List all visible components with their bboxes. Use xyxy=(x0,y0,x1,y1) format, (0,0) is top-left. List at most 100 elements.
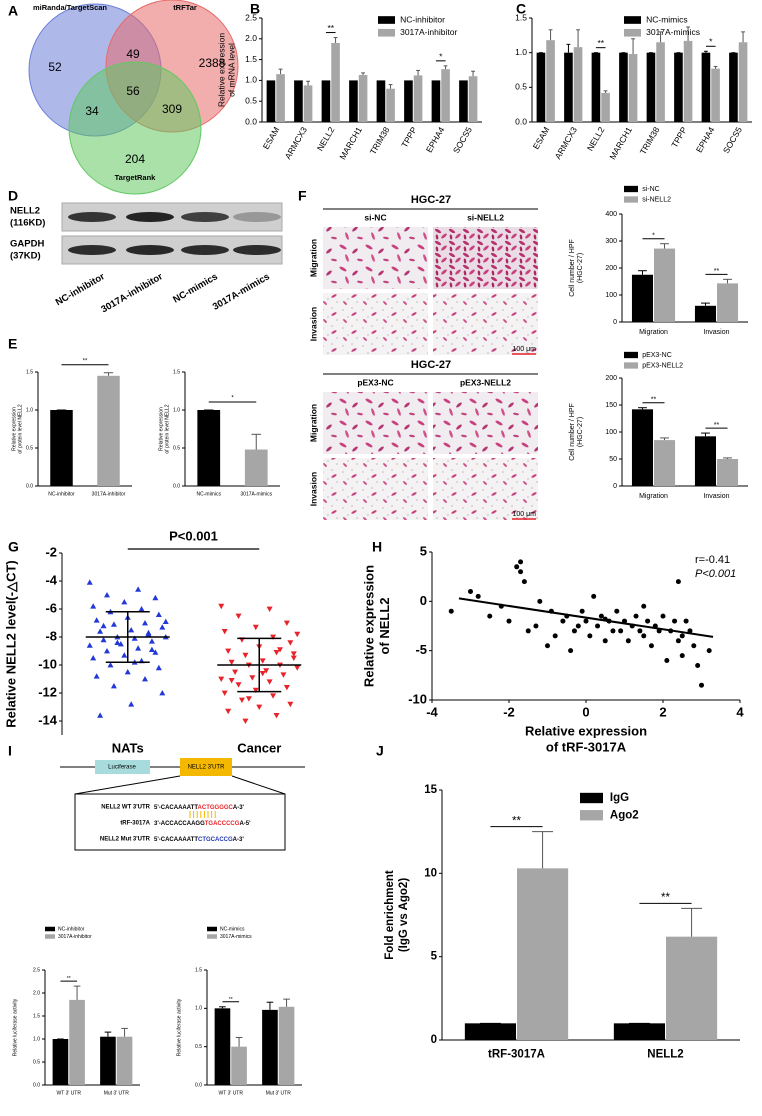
x-tick-label: NELL2 xyxy=(647,1049,683,1061)
bar xyxy=(694,305,716,322)
data-point xyxy=(86,579,93,585)
data-point xyxy=(552,633,558,639)
data-point xyxy=(263,668,270,674)
data-point xyxy=(114,639,121,645)
legend-swatch xyxy=(624,196,638,203)
data-point xyxy=(252,624,259,631)
x-tick-label: MARCH1 xyxy=(607,125,634,161)
data-point xyxy=(235,682,242,688)
bar xyxy=(331,42,340,122)
bar xyxy=(376,80,386,122)
data-point xyxy=(641,633,647,639)
sequence-name: NELL2 Mut 3'UTR xyxy=(100,837,151,843)
bar xyxy=(654,440,676,486)
data-point xyxy=(672,618,678,624)
data-point xyxy=(610,628,616,634)
micrograph xyxy=(433,293,538,355)
y-axis-label: Cell number / HPF xyxy=(569,239,576,297)
data-point xyxy=(290,651,297,657)
micrograph xyxy=(323,227,428,289)
x-tick-label: ARMCX3 xyxy=(553,125,580,161)
legend-swatch xyxy=(624,16,641,24)
data-point xyxy=(487,613,493,619)
bar xyxy=(738,42,748,123)
y-axis-label: Relative NELL2 level(-△CT) xyxy=(3,560,18,727)
y-tick-label: 0 xyxy=(431,1034,437,1046)
bar xyxy=(431,80,441,122)
legend-label: si-NELL2 xyxy=(642,196,671,203)
column-label: si-NC xyxy=(364,212,386,222)
y-tick-label: 0.5 xyxy=(33,1059,40,1065)
y-tick-label: 5 xyxy=(431,951,438,963)
x-tick-label: Mut 3' UTR xyxy=(266,1090,292,1096)
bar xyxy=(358,74,368,122)
data-point xyxy=(93,617,100,623)
lane-label: NC-inhibitor xyxy=(54,271,107,308)
bar xyxy=(231,1046,247,1085)
blot-band xyxy=(126,245,174,255)
y-tick-label: 0 xyxy=(613,319,617,326)
y-tick-label: -14 xyxy=(38,712,58,727)
y-tick-label: 2.0 xyxy=(33,990,40,996)
data-point xyxy=(618,628,624,634)
data-point xyxy=(242,718,249,724)
legend-label: 3017A-inhibitor xyxy=(400,27,457,37)
sequence-part: 3'-ACCACCAAGG xyxy=(154,821,205,827)
data-point xyxy=(691,643,697,649)
lane-label: 3017A-inhibitor xyxy=(99,271,165,315)
legend-swatch xyxy=(624,28,641,37)
y-tick-label: 0.5 xyxy=(195,1044,202,1050)
y-tick-label: -10 xyxy=(408,691,427,706)
y-tick-label: 200 xyxy=(605,265,617,272)
y-tick-label: 2.5 xyxy=(33,967,40,973)
significance-label: ** xyxy=(229,997,233,1003)
zoom-line xyxy=(231,775,286,795)
data-point xyxy=(648,643,654,649)
venn-set-label: miRanda/TargetScan xyxy=(33,3,107,12)
bar xyxy=(619,52,628,122)
data-point xyxy=(104,648,111,654)
x-tick-label: ESAM xyxy=(261,125,282,151)
bar xyxy=(683,40,693,122)
data-point xyxy=(225,648,232,654)
scale-label: 100 μm xyxy=(513,511,537,518)
sequence-part: CTGCACCG xyxy=(198,837,233,843)
legend-label: 3017A-mimics xyxy=(220,934,252,940)
panel-label: D xyxy=(8,188,18,204)
data-point xyxy=(107,662,114,668)
data-point xyxy=(706,648,712,654)
y-tick-label: 1.5 xyxy=(245,54,257,64)
data-point xyxy=(152,649,159,655)
venn-set-label: tRFTar xyxy=(173,3,197,12)
y-axis-label: Relative expression xyxy=(11,407,17,451)
data-point xyxy=(245,696,252,702)
data-point xyxy=(270,693,277,699)
data-point xyxy=(287,701,294,708)
data-point xyxy=(518,559,524,565)
bar xyxy=(694,436,716,486)
significance-label: * xyxy=(231,396,234,402)
data-point xyxy=(571,628,577,634)
panel-label: C xyxy=(516,1,526,17)
data-point xyxy=(575,623,581,629)
bar xyxy=(591,52,601,122)
x-tick-label: -4 xyxy=(426,704,438,719)
micrograph xyxy=(323,293,428,355)
x-tick-label: -2 xyxy=(503,704,515,719)
element-label: Luciferase xyxy=(108,765,136,771)
y-axis-label: Relative expression xyxy=(158,407,164,451)
data-point xyxy=(128,701,135,707)
micrograph xyxy=(433,458,538,520)
row-label: Invasion xyxy=(308,472,318,506)
data-point xyxy=(633,613,639,619)
bar xyxy=(628,54,638,123)
y-tick-label: 0.0 xyxy=(515,116,527,126)
y-tick-label: 0.0 xyxy=(33,1082,40,1088)
data-point xyxy=(225,708,232,715)
data-point xyxy=(683,618,689,624)
data-point xyxy=(159,690,166,696)
legend-swatch xyxy=(378,28,395,37)
y-tick-label: 1.5 xyxy=(33,1013,40,1019)
x-tick-label: ESAM xyxy=(531,125,552,151)
